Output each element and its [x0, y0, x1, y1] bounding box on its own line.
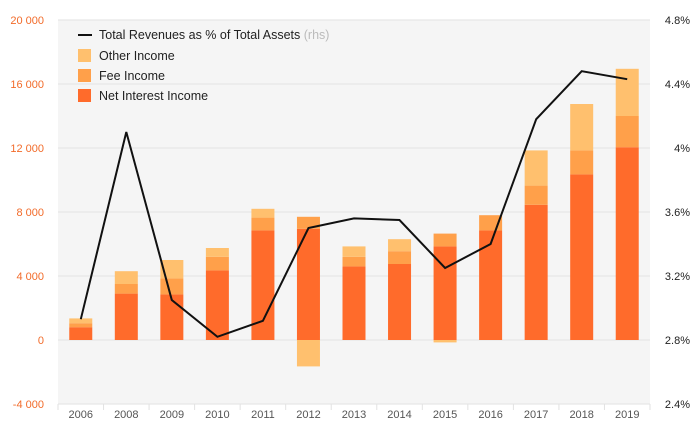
right-axis: 2.4% 2.8% 3.2% 3.6% 4% 4.4% 4.8%: [665, 15, 690, 411]
y2-tick-label: 3.6%: [665, 207, 690, 219]
bar-net-interest-income: [69, 327, 93, 340]
bar-net-interest-income: [433, 246, 457, 340]
x-axis: 2006 2008 2009 2010 2011 2012 2013 2014 2015 2016…: [69, 409, 640, 421]
line-series: [79, 70, 628, 338]
legend-label-net-interest-income: Net Interest Income: [99, 89, 208, 103]
bar-net-interest-income: [570, 174, 594, 340]
bar-other-income: [570, 104, 594, 151]
y-tick-label: 20 000: [10, 15, 44, 27]
x-tick-label: 2018: [569, 409, 593, 421]
legend-label-fee-income: Fee Income: [99, 69, 165, 83]
y-tick-label: -4 000: [13, 399, 44, 411]
bar-other-income: [342, 246, 366, 257]
bar-other-income: [69, 318, 93, 324]
bar-net-interest-income: [251, 230, 275, 340]
bar-other-income: [205, 248, 229, 257]
x-tick-label: 2010: [205, 409, 229, 421]
bar-fee-income: [114, 284, 138, 294]
bar-other-income: [251, 208, 275, 218]
x-tick-label: 2009: [160, 409, 184, 421]
left-axis: -4 000 0 4 000 8 000 12 000 16 000 20 000: [10, 15, 44, 411]
bar-other-income: [615, 68, 639, 116]
bar-other-income: [388, 239, 412, 252]
y2-tick-label: 4.8%: [665, 15, 690, 27]
y2-tick-label: 3.2%: [665, 271, 690, 283]
bar-fee-income: [433, 233, 457, 247]
bar-net-interest-income: [114, 293, 138, 340]
x-tick-label: 2013: [342, 409, 366, 421]
bar-fee-income: [205, 256, 229, 271]
x-tick-label: 2019: [615, 409, 639, 421]
bar-fee-income: [388, 251, 412, 264]
legend-swatch-other-income: [78, 49, 91, 62]
x-tick-label: 2015: [433, 409, 457, 421]
revenue-ratio-line: [79, 70, 628, 338]
x-tick-label: 2008: [114, 409, 138, 421]
x-tick-label: 2012: [296, 409, 320, 421]
y2-tick-label: 4%: [674, 143, 690, 155]
bar-fee-income: [615, 116, 639, 148]
legend-swatch-net-interest-income: [78, 89, 91, 102]
bar-fee-income: [524, 185, 548, 205]
bar-net-interest-income: [479, 230, 503, 340]
bar-net-interest-income: [388, 264, 412, 340]
bar-net-interest-income: [296, 228, 320, 340]
bar-net-interest-income: [342, 266, 366, 340]
bar-other-income: [160, 260, 184, 279]
y-tick-label: 12 000: [10, 143, 44, 155]
legend-line-label: Total Revenues as % of Total Assets (rhs…: [99, 28, 329, 42]
y2-tick-label: 4.4%: [665, 79, 690, 91]
legend: Total Revenues as % of Total Assets (rhs…: [78, 28, 329, 103]
bar-fee-income: [570, 150, 594, 175]
bar-other-income: [114, 271, 138, 284]
bar-fee-income: [342, 256, 366, 267]
bar-other-income: [296, 340, 320, 367]
y-tick-label: 4 000: [16, 271, 44, 283]
bar-net-interest-income: [205, 270, 229, 340]
bar-net-interest-income: [615, 147, 639, 340]
bar-fee-income: [160, 278, 184, 295]
bar-net-interest-income: [524, 204, 548, 340]
y-tick-label: 0: [38, 335, 44, 347]
y2-tick-label: 2.4%: [665, 399, 690, 411]
x-tick-label: 2017: [524, 409, 548, 421]
bar-fee-income: [251, 217, 275, 231]
x-tick-label: 2014: [387, 409, 411, 421]
legend-label-other-income: Other Income: [99, 49, 175, 63]
x-tick-label: 2011: [251, 409, 275, 421]
y2-tick-label: 2.8%: [665, 335, 690, 347]
x-tick-label: 2006: [69, 409, 93, 421]
x-tick-label: 2016: [478, 409, 502, 421]
y-tick-label: 16 000: [10, 79, 44, 91]
legend-swatch-fee-income: [78, 69, 91, 82]
y-tick-label: 8 000: [16, 207, 44, 219]
bar-fee-income: [69, 323, 93, 328]
bar-other-income: [524, 150, 548, 186]
bars: [69, 68, 639, 367]
bar-other-income: [433, 340, 457, 343]
